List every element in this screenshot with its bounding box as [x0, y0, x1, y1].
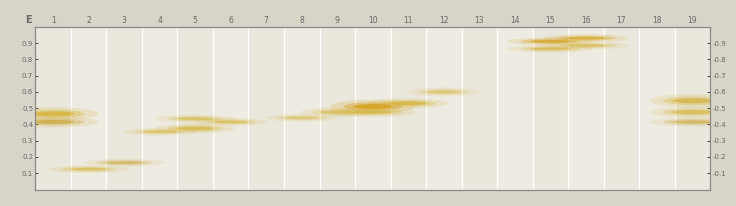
Ellipse shape: [508, 45, 593, 53]
Ellipse shape: [556, 43, 615, 48]
Ellipse shape: [168, 125, 222, 132]
Ellipse shape: [566, 44, 606, 47]
Ellipse shape: [96, 160, 152, 165]
Ellipse shape: [369, 98, 448, 108]
Ellipse shape: [22, 110, 85, 118]
Ellipse shape: [426, 90, 461, 94]
Ellipse shape: [330, 100, 415, 113]
Bar: [461, 27, 497, 190]
Ellipse shape: [168, 116, 222, 121]
Bar: [604, 27, 639, 190]
Ellipse shape: [566, 37, 606, 40]
Bar: [533, 27, 568, 190]
Ellipse shape: [389, 101, 427, 105]
Bar: [426, 27, 461, 190]
Ellipse shape: [32, 120, 74, 124]
Ellipse shape: [344, 102, 402, 111]
Ellipse shape: [521, 39, 580, 44]
Ellipse shape: [32, 111, 74, 116]
Ellipse shape: [531, 47, 570, 50]
Ellipse shape: [7, 107, 99, 121]
Bar: [249, 27, 284, 190]
Ellipse shape: [543, 34, 629, 42]
Bar: [497, 27, 533, 190]
Ellipse shape: [105, 161, 143, 164]
Bar: [35, 27, 71, 190]
Ellipse shape: [663, 109, 722, 116]
Ellipse shape: [556, 36, 615, 41]
Ellipse shape: [673, 110, 712, 114]
Ellipse shape: [49, 165, 128, 173]
Ellipse shape: [123, 128, 197, 136]
Bar: [284, 27, 319, 190]
Ellipse shape: [177, 117, 214, 120]
Ellipse shape: [134, 129, 185, 134]
Ellipse shape: [7, 117, 99, 127]
Ellipse shape: [142, 130, 177, 133]
Ellipse shape: [155, 115, 235, 123]
Ellipse shape: [284, 116, 319, 119]
Ellipse shape: [673, 120, 712, 124]
Ellipse shape: [61, 167, 116, 172]
Ellipse shape: [663, 96, 722, 105]
Text: E: E: [25, 15, 32, 25]
Bar: [142, 27, 177, 190]
Bar: [639, 27, 675, 190]
Bar: [675, 27, 710, 190]
Ellipse shape: [312, 109, 363, 115]
Ellipse shape: [531, 40, 570, 43]
Ellipse shape: [521, 46, 580, 51]
Bar: [319, 27, 355, 190]
Ellipse shape: [205, 119, 256, 124]
Ellipse shape: [663, 119, 722, 125]
Bar: [391, 27, 426, 190]
Ellipse shape: [177, 127, 214, 130]
Ellipse shape: [213, 121, 248, 123]
Ellipse shape: [543, 42, 629, 49]
Ellipse shape: [22, 119, 85, 125]
Ellipse shape: [673, 98, 712, 103]
Ellipse shape: [353, 110, 393, 114]
Ellipse shape: [320, 110, 355, 114]
Bar: [71, 27, 107, 190]
Ellipse shape: [330, 107, 415, 117]
Bar: [213, 27, 249, 190]
Ellipse shape: [650, 107, 735, 118]
Bar: [568, 27, 604, 190]
Bar: [107, 27, 142, 190]
Ellipse shape: [70, 168, 107, 171]
Ellipse shape: [344, 109, 402, 115]
Ellipse shape: [650, 117, 735, 127]
Ellipse shape: [276, 115, 327, 121]
Ellipse shape: [419, 89, 470, 95]
Ellipse shape: [194, 118, 268, 126]
Bar: [177, 27, 213, 190]
Ellipse shape: [155, 123, 235, 133]
Ellipse shape: [353, 104, 393, 109]
Ellipse shape: [381, 100, 436, 107]
Ellipse shape: [300, 107, 374, 117]
Ellipse shape: [407, 87, 481, 97]
Ellipse shape: [508, 37, 593, 45]
Ellipse shape: [650, 94, 735, 108]
Ellipse shape: [85, 159, 164, 167]
Ellipse shape: [265, 114, 339, 122]
Bar: [355, 27, 391, 190]
